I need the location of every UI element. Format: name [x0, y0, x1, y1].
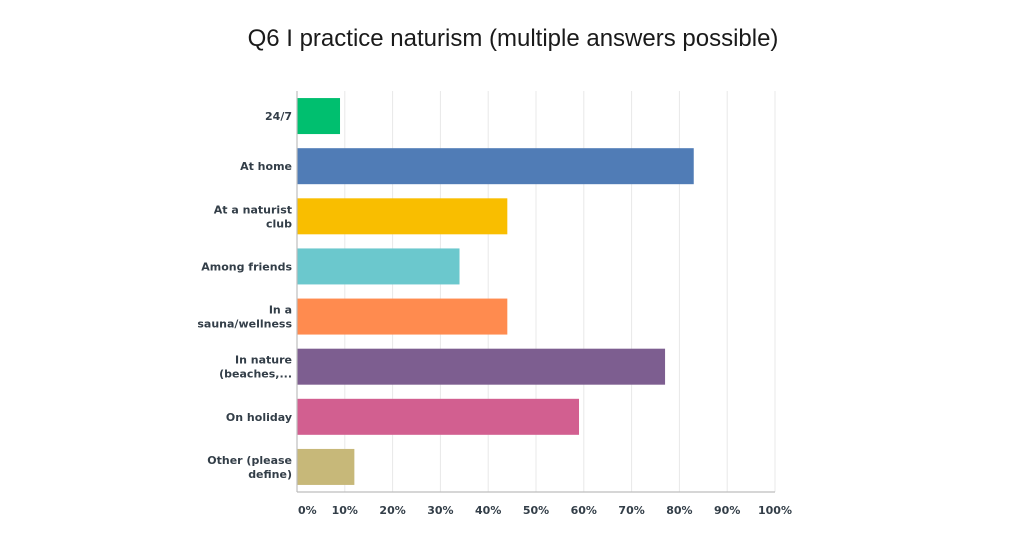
bar-1 [297, 148, 694, 185]
category-label-6: On holiday [226, 411, 292, 424]
tick-label-70: 70% [618, 504, 644, 517]
bars [297, 98, 694, 485]
category-label-line: 24/7 [265, 110, 292, 123]
chart-title: Q6 I practice naturism (multiple answers… [248, 25, 779, 52]
category-label-5: In nature (beaches,... [219, 354, 292, 381]
category-label-line: sauna/wellness [197, 318, 292, 331]
category-label-line: (beaches,... [219, 368, 292, 381]
category-label-line: Among friends [201, 260, 292, 273]
bar-3 [297, 248, 460, 285]
category-labels: 24/7 At home At a naturist club Among friend… [197, 110, 292, 481]
tick-label-60: 60% [571, 504, 597, 517]
category-label-3: Among friends [201, 260, 292, 273]
category-label-line: At a naturist [214, 203, 292, 216]
category-label-line: On holiday [226, 411, 292, 424]
bar-4 [297, 298, 508, 335]
category-label-line: At home [240, 160, 292, 173]
bar-2 [297, 198, 508, 235]
tick-label-20: 20% [379, 504, 405, 517]
bar-7 [297, 448, 355, 485]
category-label-line: Other (please [207, 454, 292, 467]
tick-label-90: 90% [714, 504, 740, 517]
tick-label-40: 40% [475, 504, 501, 517]
bar-6 [297, 398, 580, 435]
category-label-0: 24/7 [265, 110, 292, 123]
bar-5 [297, 348, 666, 385]
bar-0 [297, 98, 341, 135]
x-axis-ticks: 0% 10% 20% 30% 40% 50% 60% 70% 80% 90% 100% [298, 504, 792, 517]
category-label-1: At home [240, 160, 292, 173]
tick-label-10: 10% [332, 504, 358, 517]
category-label-7: Other (please define) [207, 454, 292, 481]
tick-label-0: 0% [298, 504, 317, 517]
category-label-line: In nature [235, 354, 292, 367]
tick-label-30: 30% [427, 504, 453, 517]
category-label-line: In a [269, 304, 292, 317]
tick-label-50: 50% [523, 504, 549, 517]
category-label-line: define) [248, 468, 292, 481]
tick-label-80: 80% [666, 504, 692, 517]
category-label-4: In a sauna/wellness [197, 304, 292, 331]
category-label-line: club [266, 217, 292, 230]
tick-label-100: 100% [758, 504, 792, 517]
category-label-2: At a naturist club [214, 203, 292, 230]
